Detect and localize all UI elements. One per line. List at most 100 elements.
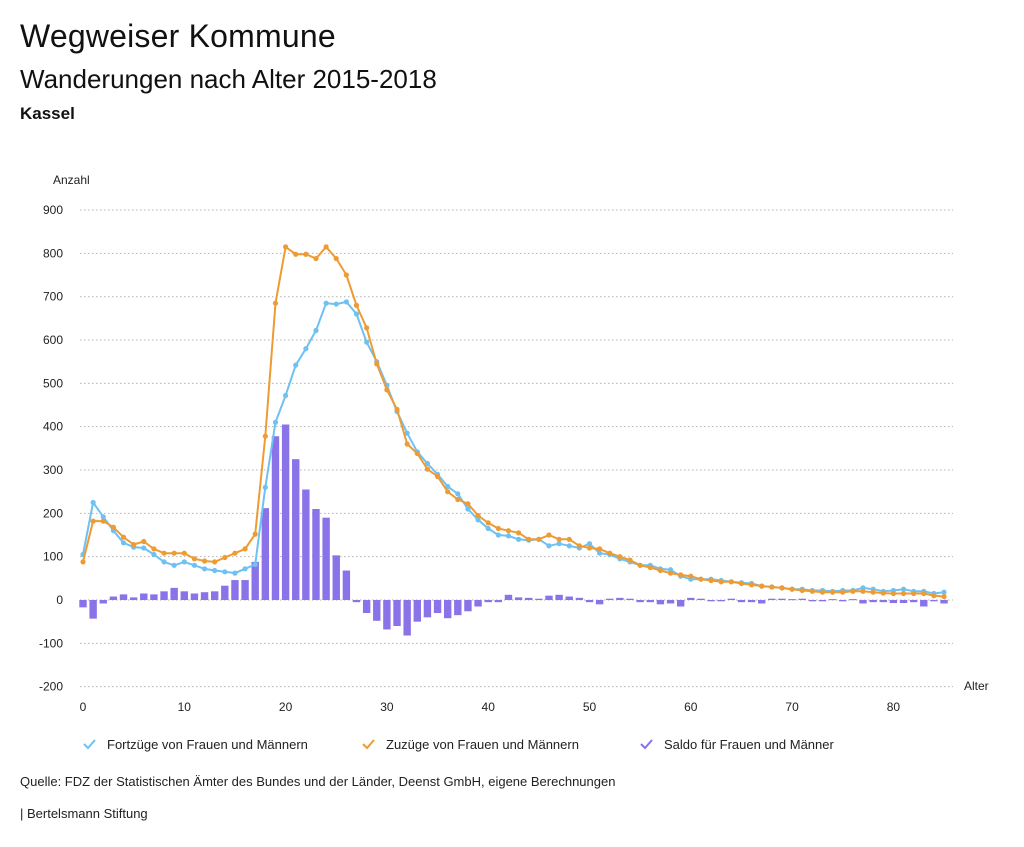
point-zuzuege[interactable] [617, 554, 623, 560]
point-zuzuege[interactable] [242, 546, 248, 552]
saldo-bar[interactable] [433, 600, 442, 613]
saldo-bar[interactable] [241, 580, 249, 600]
saldo-bar[interactable] [271, 436, 280, 600]
saldo-bar[interactable] [545, 595, 553, 600]
point-zuzuege[interactable] [374, 361, 380, 367]
point-fortzuege[interactable] [232, 570, 238, 576]
saldo-bar[interactable] [575, 597, 584, 600]
saldo-bar[interactable] [170, 587, 178, 600]
point-fortzuege[interactable] [597, 550, 603, 556]
point-zuzuege[interactable] [738, 580, 745, 587]
point-zuzuege[interactable] [333, 255, 339, 262]
point-fortzuege[interactable] [161, 559, 167, 565]
saldo-bar[interactable] [930, 600, 938, 602]
point-zuzuege[interactable] [819, 589, 826, 595]
saldo-bar[interactable] [393, 600, 401, 626]
point-fortzuege[interactable] [455, 491, 461, 497]
point-zuzuege[interactable] [698, 576, 704, 582]
point-zuzuege[interactable] [80, 559, 86, 565]
point-zuzuege[interactable] [293, 251, 299, 257]
point-zuzuege[interactable] [353, 302, 360, 308]
point-fortzuege[interactable] [586, 541, 593, 547]
saldo-bar[interactable] [869, 600, 877, 603]
point-fortzuege[interactable] [212, 567, 218, 574]
point-zuzuege[interactable] [566, 536, 572, 542]
saldo-bar[interactable] [839, 600, 847, 602]
saldo-bar[interactable] [160, 591, 168, 600]
saldo-bar[interactable] [697, 598, 705, 600]
saldo-bar[interactable] [109, 596, 118, 600]
saldo-bar[interactable] [292, 459, 300, 600]
saldo-bar[interactable] [373, 600, 381, 621]
point-fortzuege[interactable] [283, 392, 289, 399]
point-fortzuege[interactable] [505, 533, 512, 539]
saldo-bar[interactable] [828, 599, 837, 601]
saldo-bar[interactable] [616, 597, 624, 600]
point-zuzuege[interactable] [526, 536, 532, 542]
saldo-bar[interactable] [646, 600, 654, 603]
saldo-bar[interactable] [119, 594, 128, 600]
point-zuzuege[interactable] [151, 546, 157, 552]
saldo-bar[interactable] [535, 598, 543, 600]
saldo-bar[interactable] [362, 600, 371, 613]
point-zuzuege[interactable] [799, 587, 805, 594]
point-zuzuege[interactable] [860, 588, 866, 594]
point-fortzuege[interactable] [323, 300, 329, 306]
point-zuzuege[interactable] [586, 545, 593, 551]
saldo-bar[interactable] [89, 600, 97, 619]
point-zuzuege[interactable] [475, 512, 481, 519]
point-fortzuege[interactable] [333, 301, 339, 307]
point-zuzuege[interactable] [262, 433, 268, 439]
point-fortzuege[interactable] [272, 419, 279, 425]
point-fortzuege[interactable] [343, 299, 349, 305]
point-zuzuege[interactable] [131, 541, 137, 548]
point-fortzuege[interactable] [191, 562, 198, 568]
point-zuzuege[interactable] [667, 570, 674, 576]
saldo-bar[interactable] [636, 600, 644, 603]
point-zuzuege[interactable] [678, 572, 684, 578]
point-zuzuege[interactable] [120, 534, 127, 540]
saldo-bar[interactable] [474, 600, 482, 607]
saldo-bar[interactable] [302, 489, 310, 600]
saldo-bar[interactable] [140, 593, 148, 600]
point-zuzuege[interactable] [181, 550, 187, 556]
point-zuzuege[interactable] [161, 550, 167, 556]
point-zuzuege[interactable] [434, 473, 441, 480]
saldo-bar[interactable] [443, 600, 452, 619]
point-zuzuege[interactable] [789, 586, 795, 592]
saldo-bar[interactable] [768, 598, 776, 600]
point-zuzuege[interactable] [900, 590, 907, 597]
point-fortzuege[interactable] [546, 543, 552, 549]
saldo-bar[interactable] [413, 600, 421, 622]
saldo-bar[interactable] [849, 599, 857, 601]
point-fortzuege[interactable] [556, 541, 562, 547]
point-zuzuege[interactable] [232, 550, 238, 556]
point-fortzuege[interactable] [424, 460, 431, 467]
saldo-bar[interactable] [504, 594, 513, 600]
point-zuzuege[interactable] [728, 579, 734, 585]
point-zuzuege[interactable] [607, 550, 613, 556]
point-fortzuege[interactable] [293, 362, 299, 368]
point-zuzuege[interactable] [809, 588, 815, 594]
point-zuzuege[interactable] [445, 489, 451, 495]
point-fortzuege[interactable] [252, 561, 258, 568]
saldo-bar[interactable] [231, 580, 239, 600]
point-zuzuege[interactable] [414, 450, 420, 457]
point-zuzuege[interactable] [90, 518, 96, 524]
point-zuzuege[interactable] [384, 387, 390, 393]
saldo-bar[interactable] [423, 600, 432, 618]
point-zuzuege[interactable] [657, 567, 664, 574]
point-zuzuege[interactable] [597, 546, 603, 552]
point-zuzuege[interactable] [627, 557, 633, 563]
saldo-bar[interactable] [514, 597, 523, 600]
point-zuzuege[interactable] [343, 272, 349, 278]
saldo-bar[interactable] [889, 600, 898, 604]
legend-item-zuzuege[interactable]: Zuzüge von Frauen und Männern [362, 737, 579, 752]
point-zuzuege[interactable] [313, 255, 319, 262]
saldo-bar[interactable] [737, 600, 746, 603]
point-fortzuege[interactable] [262, 484, 268, 490]
saldo-bar[interactable] [99, 600, 107, 604]
point-fortzuege[interactable] [201, 566, 208, 572]
saldo-bar[interactable] [778, 598, 786, 600]
point-fortzuege[interactable] [151, 551, 157, 558]
